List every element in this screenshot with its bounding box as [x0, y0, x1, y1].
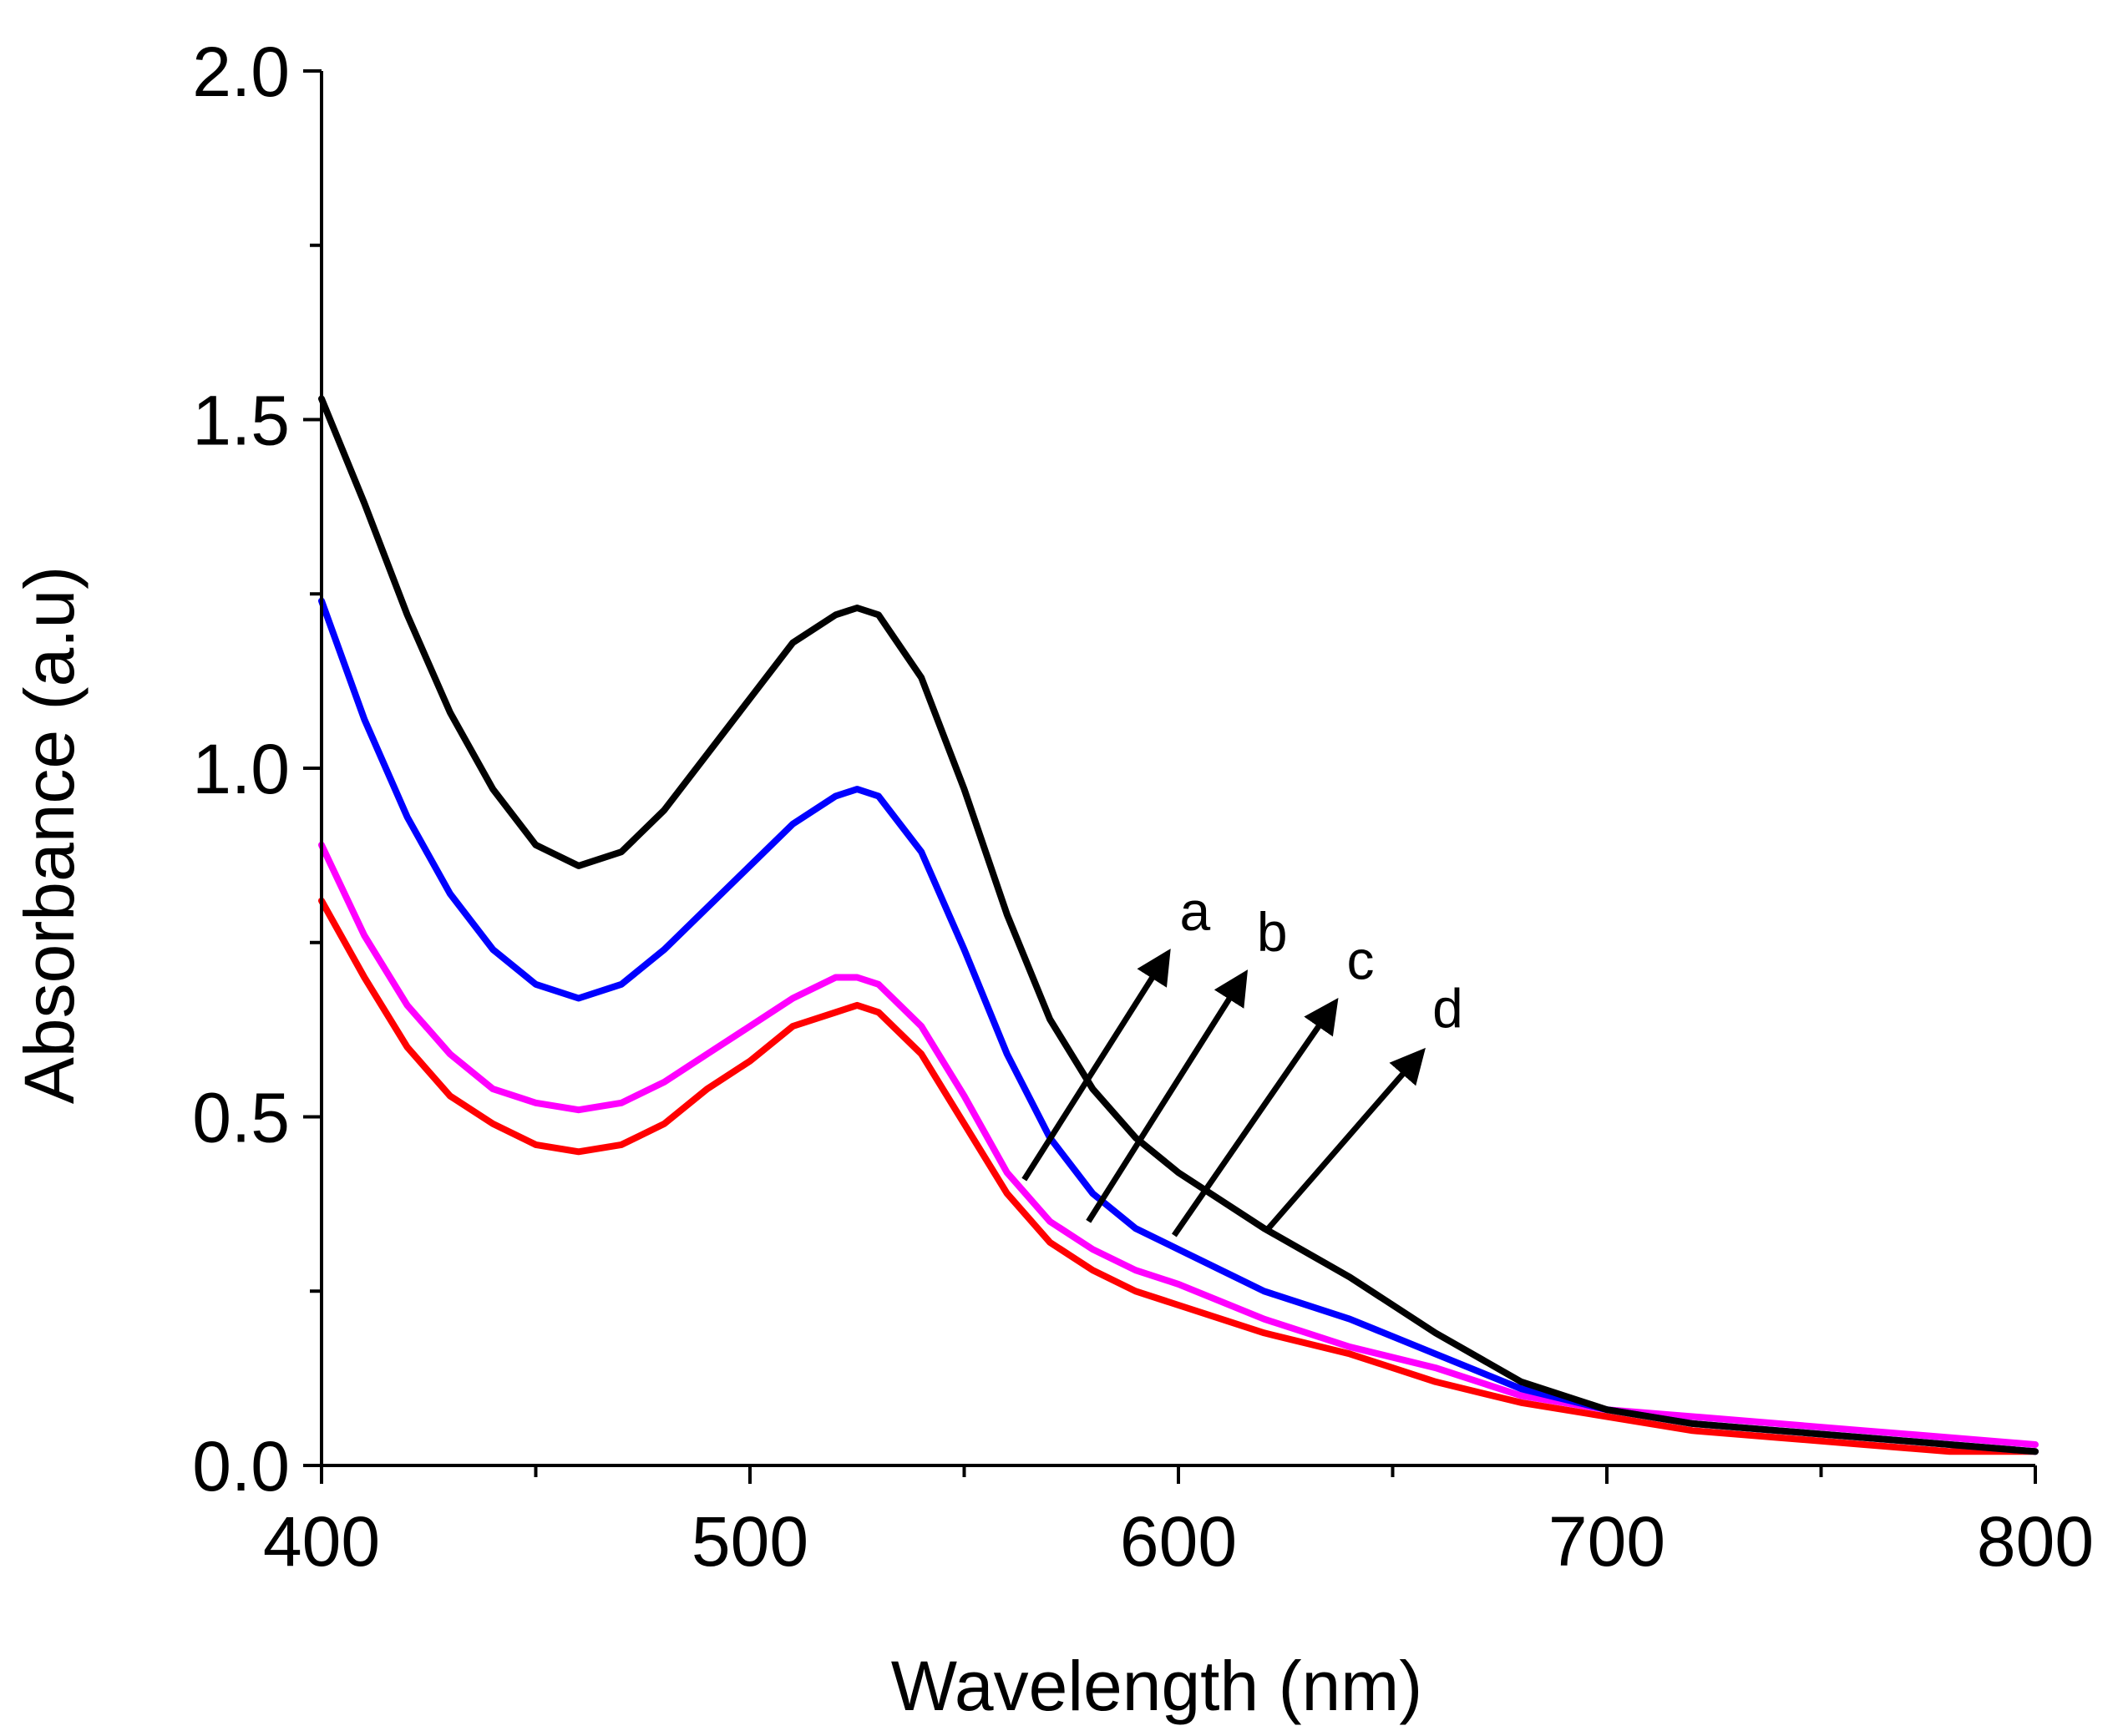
annotation-label-c: c: [1347, 929, 1375, 990]
y-tick-label: 1.5: [192, 382, 290, 460]
x-tick-label: 500: [692, 1502, 808, 1581]
x-tick-label: 800: [1977, 1502, 2094, 1581]
series-layer: [318, 395, 2039, 1455]
series-line-a: [318, 395, 2039, 1455]
y-tick-label: 0.5: [192, 1079, 290, 1157]
annotation-label-d: d: [1432, 978, 1463, 1040]
x-axis-title: Wavelength (nm): [891, 1647, 1422, 1725]
series-line-c: [318, 841, 2039, 1448]
series-line-d: [318, 897, 2039, 1455]
annotation-layer: a b cd: [1021, 880, 1463, 1237]
x-tick-label: 600: [1120, 1502, 1237, 1581]
annotation-label-b: b: [1257, 901, 1288, 963]
x-tick-label: 400: [263, 1502, 380, 1581]
annotation-arrow-c: [1171, 997, 1339, 1237]
y-tick-label: 0.0: [192, 1427, 290, 1506]
y-tick-label: 2.0: [192, 33, 290, 111]
x-tick-label: 700: [1548, 1502, 1665, 1581]
y-tick-label: 1.0: [192, 730, 290, 808]
annotation-arrow-b: [1086, 969, 1249, 1223]
annotation-arrow-a: [1021, 949, 1171, 1182]
series-line-b: [318, 597, 2039, 1455]
annotation-label-a: a: [1179, 880, 1210, 942]
axes-layer: 400 500 600 700 800 0.0 0.5 1.0 1.5 2.0: [192, 33, 2094, 1581]
y-axis-title: Absorbance (a.u): [10, 566, 89, 1104]
annotation-arrow-d: [1266, 1047, 1426, 1231]
